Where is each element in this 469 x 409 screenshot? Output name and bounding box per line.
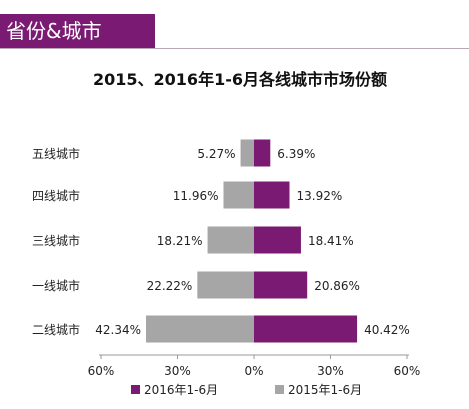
legend-swatch — [275, 385, 284, 394]
bar-2015 — [240, 139, 254, 167]
data-label-2015: 11.96% — [173, 189, 219, 203]
data-label-2015: 18.21% — [157, 234, 203, 248]
x-tick-label: 0% — [244, 364, 263, 378]
category-label: 五线城市 — [32, 146, 80, 161]
bar-2015 — [207, 226, 254, 254]
data-label-2016: 6.39% — [277, 147, 315, 161]
data-label-2016: 40.42% — [364, 323, 410, 337]
bar-2016 — [254, 226, 301, 254]
section-header: 省份&城市 — [0, 14, 155, 48]
bar-2015 — [223, 181, 254, 209]
bars-group: 五线城市 5.27% 6.39% 四线城市 11.96% 13.92% 三线城市 18.21%… — [32, 139, 410, 343]
header-divider — [0, 48, 469, 49]
x-tick-label: 30% — [164, 364, 191, 378]
x-axis: 60% 30% 0% 30% 60% — [88, 354, 421, 378]
bar-2015 — [197, 271, 254, 299]
data-label-2016: 13.92% — [296, 189, 342, 203]
data-label-2016: 20.86% — [314, 279, 360, 293]
x-tick-label: 60% — [88, 364, 115, 378]
bar-2016 — [254, 315, 358, 343]
data-label-2015: 5.27% — [197, 147, 235, 161]
data-label-2016: 18.41% — [308, 234, 354, 248]
x-tick-label: 60% — [394, 364, 421, 378]
bar-2015 — [146, 315, 254, 343]
category-label: 一线城市 — [32, 278, 80, 293]
legend: 2016年1-6月 2015年1-6月 — [131, 383, 362, 397]
bar-2016 — [254, 271, 308, 299]
category-label: 三线城市 — [32, 233, 80, 248]
category-label: 四线城市 — [32, 188, 80, 203]
section-title: 省份&城市 — [6, 19, 102, 43]
bar-2016 — [254, 181, 290, 209]
category-label: 二线城市 — [32, 322, 80, 337]
data-label-2015: 22.22% — [147, 279, 193, 293]
legend-swatch — [131, 385, 140, 394]
chart-title: 2015、2016年1-6月各线城市市场份额 — [93, 70, 387, 89]
data-label-2015: 42.34% — [95, 323, 141, 337]
legend-label: 2016年1-6月 — [144, 383, 218, 397]
bar-2016 — [254, 139, 271, 167]
x-tick-label: 30% — [317, 364, 344, 378]
legend-label: 2015年1-6月 — [288, 383, 362, 397]
